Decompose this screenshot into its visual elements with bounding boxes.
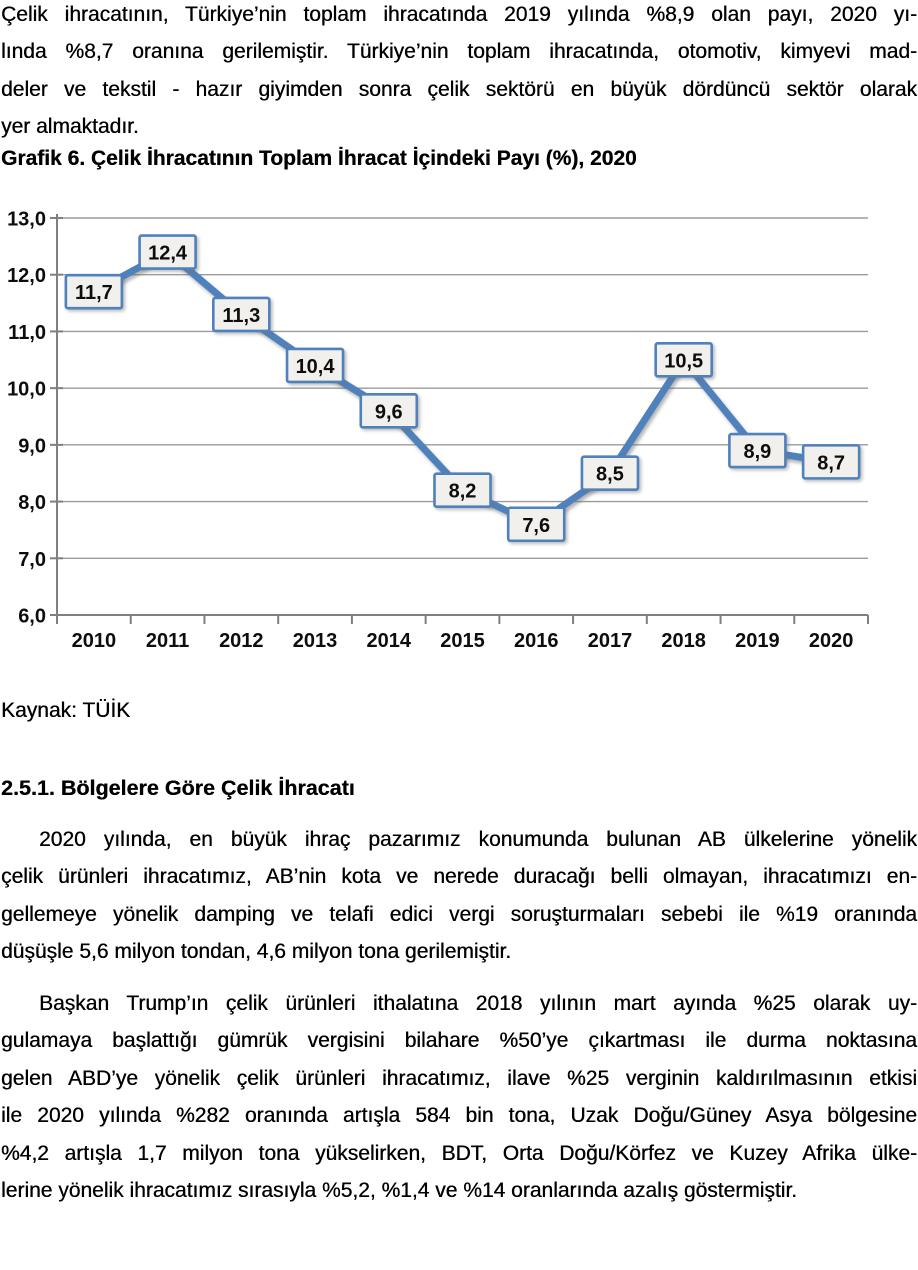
data-label-box (285, 347, 345, 384)
data-label-box (138, 234, 197, 270)
intro-paragraph: Çelik ihracatının, Türkiye’nin toplam ih… (1, 0, 917, 146)
line-chart: 6,0 7,0 8,0 9,0 10,0 11,0 12,0 13,0 2010 2011 2012… (7, 209, 869, 652)
data-label-box (359, 393, 419, 429)
x-axis-label: 2012 (219, 630, 264, 652)
text-line: gelen ABD’ye yönelik çelik ürünleri ihra… (1, 1066, 917, 1090)
data-label-box (433, 472, 492, 509)
y-axis-label: 9,0 (18, 435, 46, 457)
source-note: Kaynak: TÜİK (1, 699, 131, 722)
data-label-box (801, 444, 861, 480)
chart-title: Grafik 6. Çelik İhracatının Toplam İhrac… (1, 147, 637, 170)
text-line: düşüşle 5,6 milyon tondan, 4,6 milyon to… (1, 940, 512, 964)
text-line: gulamaya başlattığı gümrük vergisini bil… (1, 1029, 917, 1053)
x-axis-label: 2019 (735, 630, 780, 652)
y-axis-label: 11,0 (8, 322, 46, 344)
y-axis-label: 8,0 (18, 492, 46, 514)
text-line: lerine yönelik ihracatımız sırasıyla %5,… (1, 1179, 798, 1203)
x-axis-label: 2017 (588, 630, 633, 652)
text-line: yer almaktadır. (1, 115, 139, 139)
data-label-box (212, 296, 271, 333)
text-line: Başkan Trump’ın çelik ürünleri ithalatın… (39, 992, 917, 1015)
text-line: %4,2 artışla 1,7 milyon tona yükselirken… (1, 1141, 917, 1165)
body-paragraph-us-exports: Başkan Trump’ın çelik ürünleri ithalatın… (1, 985, 917, 1209)
x-axis-label: 2013 (293, 630, 338, 652)
data-label: 8,2 (449, 481, 477, 503)
text-line: 2020 yılında, en büyük ihraç pazarımız k… (39, 828, 917, 851)
data-label: 11,7 (75, 282, 113, 304)
x-axis-label: 2016 (514, 630, 559, 652)
body-paragraph-ab-exports: 2020 yılında, en büyük ihraç pazarımız k… (1, 821, 917, 971)
x-axis-label: 2018 (661, 630, 706, 652)
data-label: 10,4 (296, 356, 336, 378)
data-label: 8,7 (817, 452, 845, 474)
x-axis-label: 2014 (367, 630, 412, 652)
data-label: 8,5 (596, 464, 624, 486)
y-axis-label: 10,0 (7, 379, 46, 401)
y-axis-label: 7,0 (18, 549, 46, 571)
data-label-box (506, 506, 566, 543)
data-label: 9,6 (375, 401, 403, 423)
steel-export-share-chart: 6,0 7,0 8,0 9,0 10,0 11,0 12,0 13,0 2010 2011 2012… (0, 200, 918, 665)
data-label: 12,4 (148, 243, 188, 265)
text-line: çelik ürünleri ihracatımız, AB’nin kota … (1, 865, 917, 889)
x-axis-label: 2011 (146, 630, 189, 652)
y-axis-label: 6,0 (18, 606, 46, 628)
y-axis-label: 12,0 (7, 265, 46, 287)
x-axis-label: 2015 (440, 630, 485, 652)
text-line: lında %8,7 oranına gerilemiştir. Türkiye… (1, 40, 917, 64)
data-label: 11,3 (222, 305, 260, 327)
data-label: 8,9 (744, 441, 772, 463)
text-line: deler ve tekstil - hazır giyimden sonra … (1, 77, 917, 101)
data-label-box (580, 455, 640, 492)
text-line: gellemeye yönelik damping ve telafi edic… (1, 902, 917, 926)
section-heading: 2.5.1. Bölgelere Göre Çelik İhracatı (1, 776, 355, 800)
data-label-box (728, 432, 787, 469)
data-label: 7,6 (522, 515, 550, 537)
x-axis-label: 2010 (72, 630, 117, 652)
data-label: 10,5 (664, 350, 703, 372)
text-line: Çelik ihracatının, Türkiye’nin toplam ih… (1, 3, 917, 26)
x-axis-label: 2020 (809, 630, 854, 652)
text-line: ile 2020 yılında %282 oranında artışla 5… (1, 1104, 917, 1128)
y-axis-label: 13,0 (7, 209, 46, 231)
data-label-box (654, 341, 713, 378)
data-label-box (64, 273, 124, 310)
